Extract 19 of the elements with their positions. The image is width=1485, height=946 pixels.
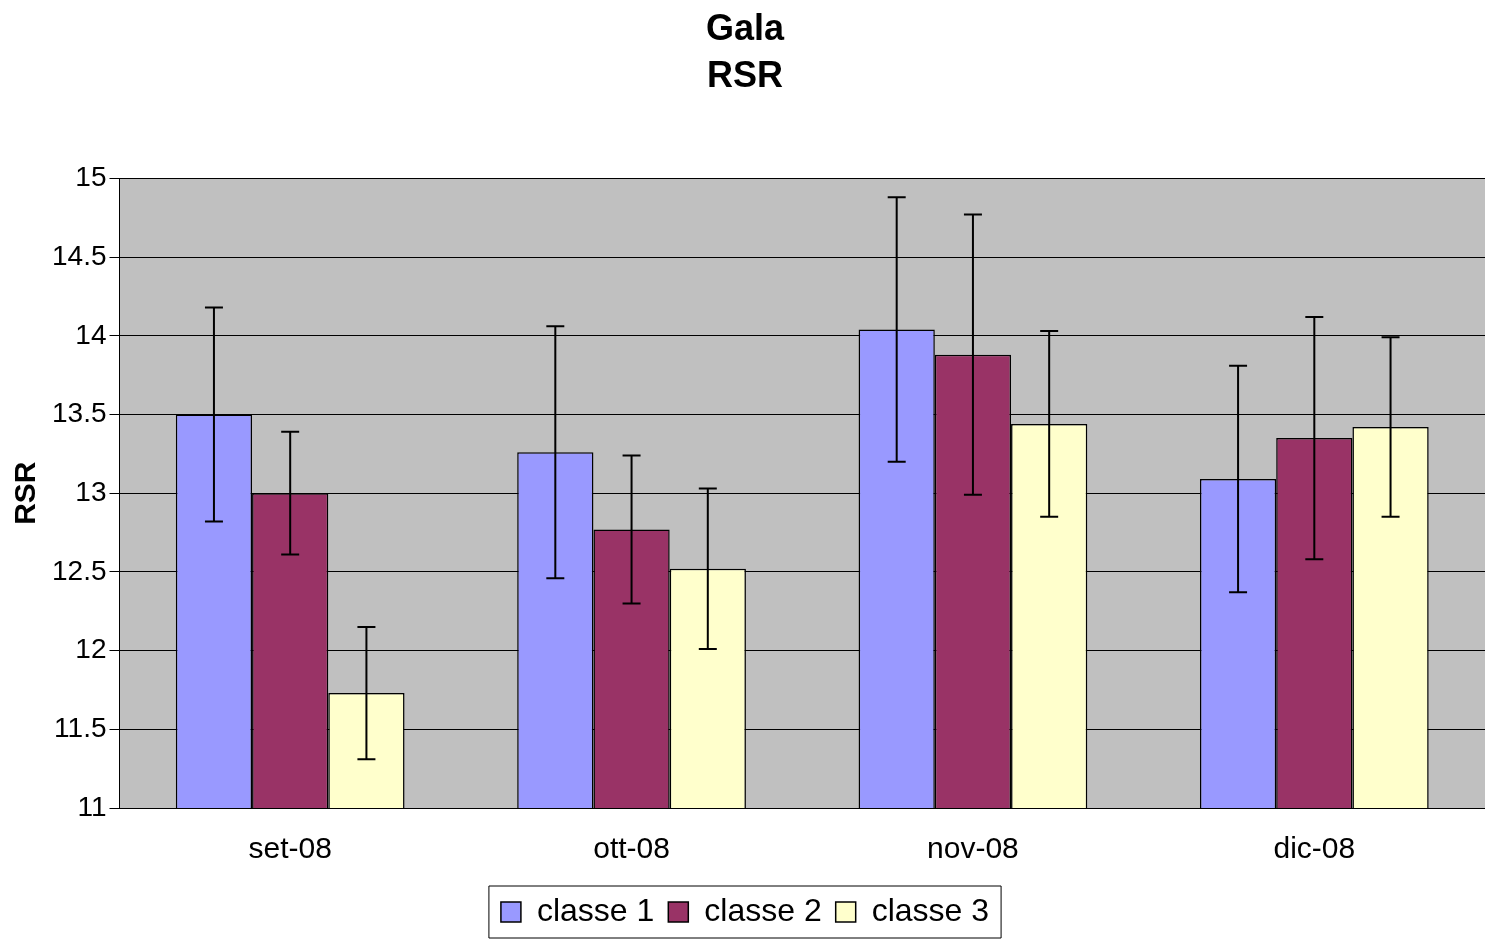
legend-label: classe 3: [871, 891, 990, 928]
legend-label: classe 2: [704, 891, 822, 928]
y-tick-label: 14.5: [52, 239, 107, 271]
y-tick-label: 12.5: [52, 554, 107, 586]
y-tick-label: 11.5: [54, 712, 107, 744]
x-tick-label: nov-08: [927, 831, 1019, 865]
y-tick-label: 15: [75, 161, 107, 193]
chart-title: Gala: [705, 6, 785, 48]
chart-subtitle: RSR: [706, 53, 784, 95]
y-tick-label: 13.5: [52, 397, 107, 429]
x-tick-label: set-08: [248, 831, 332, 865]
legend-label: classe 1: [536, 891, 655, 928]
y-tick-label: 11: [77, 790, 107, 822]
y-tick-label: 14: [75, 318, 107, 350]
x-tick-label: ott-08: [593, 831, 670, 865]
x-tick-label: dic-08: [1273, 831, 1356, 865]
y-axis-title: RSR: [8, 461, 42, 525]
y-tick-label: 12: [75, 633, 107, 665]
y-tick-label: 13: [75, 475, 107, 507]
